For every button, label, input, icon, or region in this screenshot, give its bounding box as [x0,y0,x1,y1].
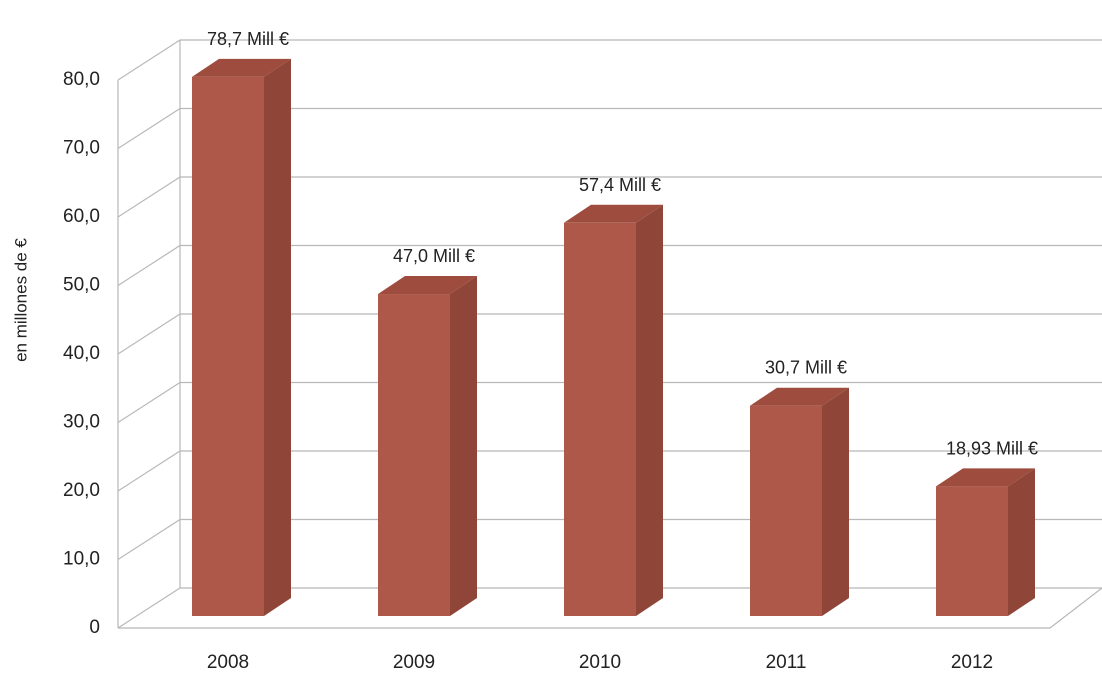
y-tick-label: 40,0 [63,343,100,364]
x-tick-label: 2010 [579,652,621,673]
y-tick-label: 30,0 [63,412,100,433]
bar-2011 [750,387,849,616]
floor-front-edge [118,587,1102,629]
y-tick-label: 70,0 [63,138,100,159]
bar-side [636,204,663,616]
y-tick-label: 10,0 [63,549,100,570]
bar-top [750,387,849,406]
bar-2010 [564,204,663,616]
bar-top [564,204,663,223]
bar-layer [192,58,1035,616]
bar-2012 [936,468,1035,616]
y-tick-label: 0 [89,617,100,638]
y-tick-label: 50,0 [63,275,100,296]
label-layer: 78,7 Mill € 47,0 Mill € 57,4 Mill € 30,7 Mi… [207,29,1038,458]
bar-front [750,405,822,616]
bar-2008 [192,58,291,616]
bar-side [450,276,477,616]
bar-front [936,486,1008,616]
grid-layer [117,39,1102,629]
x-tick-label: 2011 [766,652,807,673]
bar-top [936,468,1035,487]
y-axis-title: en millones de € [11,238,30,362]
data-label: 57,4 Mill € [579,175,661,195]
y-tick-label: 80,0 [63,69,100,90]
data-label: 78,7 Mill € [207,29,289,49]
x-tick-label: 2012 [951,652,993,673]
bar-top [192,58,291,77]
x-tick-label: 2009 [393,652,435,673]
axis-layer: 0 10,0 20,0 30,0 40,0 50,0 60,0 70,0 80,0 2008 200… [63,69,993,673]
bar-2009 [378,276,477,616]
bar-top [378,276,477,295]
x-tick-label: 2008 [207,652,249,673]
bar-front [378,294,450,616]
y-tick-label: 60,0 [63,206,100,227]
bar-side [822,387,849,616]
data-label: 30,7 Mill € [765,358,847,378]
data-label: 18,93 Mill € [946,438,1038,458]
data-label: 47,0 Mill € [393,246,475,266]
bar-front [564,222,636,616]
bar-side [1008,468,1035,616]
bar-side [264,58,291,616]
y-tick-label: 20,0 [63,480,100,501]
bar-front [192,76,264,616]
